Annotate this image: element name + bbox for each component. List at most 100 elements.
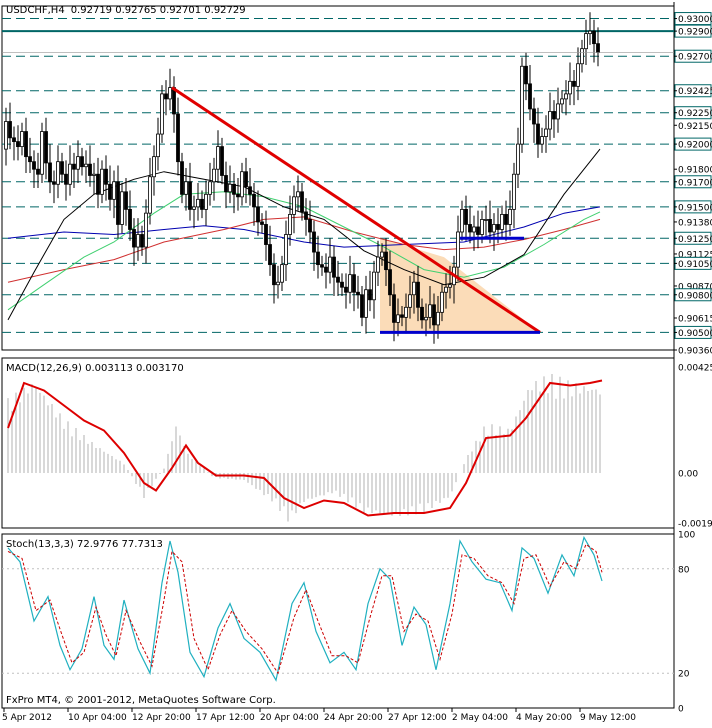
candle — [444, 273, 448, 309]
price-tick-label: 0.92000 — [678, 141, 712, 151]
candle-body — [88, 163, 92, 176]
candle — [28, 137, 32, 173]
candle-body — [556, 103, 560, 120]
price-panel[interactable]: 0.93000 0.92900 0.92700 0.92425 0.92250 0.921… — [2, 12, 712, 357]
candle — [372, 260, 376, 319]
candle-body — [364, 289, 368, 318]
candle-body — [184, 181, 188, 195]
candle — [552, 100, 556, 138]
descending-trend-line[interactable] — [171, 86, 541, 334]
candle-body — [52, 181, 56, 185]
candle-body — [144, 212, 148, 248]
candle — [32, 150, 36, 189]
candle-body — [496, 224, 500, 230]
candle — [556, 87, 560, 133]
moving-average-black — [7, 148, 601, 321]
candle-body — [432, 304, 436, 326]
candle — [380, 243, 384, 266]
candle — [236, 178, 240, 211]
price-tick-label: 0.92250 — [678, 109, 712, 119]
candle-body — [352, 274, 356, 293]
ohlc-values: 0.92719 0.92765 0.92701 0.92729 — [71, 5, 246, 16]
candle — [36, 152, 40, 189]
candle-body — [168, 87, 172, 100]
candle — [580, 39, 584, 73]
candle-body — [576, 63, 580, 87]
candle-body — [396, 314, 400, 323]
macd-panel[interactable]: 0.00425 0.00 -0.00199 — [7, 363, 712, 529]
candle — [276, 265, 280, 299]
candle-body — [492, 224, 496, 233]
candle-body — [336, 276, 340, 283]
price-tick-label: 0.91500 — [678, 203, 712, 213]
candle — [148, 157, 152, 225]
candle — [544, 115, 548, 153]
candle-body — [436, 311, 440, 326]
candle — [80, 147, 84, 176]
stochastic-tick-label: 100 — [678, 531, 695, 541]
candle — [220, 137, 224, 185]
candle-body — [120, 191, 124, 225]
candle-body — [544, 128, 548, 137]
candle — [84, 150, 88, 184]
candle-body — [524, 65, 528, 85]
time-tick-label: 10 Apr 04:00 — [68, 713, 127, 723]
candle — [540, 127, 544, 153]
candle — [360, 285, 364, 327]
candle — [504, 200, 508, 241]
candle-body — [36, 168, 40, 175]
candle — [252, 183, 256, 226]
candle — [420, 298, 424, 329]
candle — [536, 107, 540, 158]
time-tick-label: 12 Apr 20:00 — [132, 713, 191, 723]
candle-body — [104, 168, 108, 185]
candle-body — [272, 264, 276, 286]
candle-body — [380, 251, 384, 258]
candle-body — [60, 161, 64, 175]
stochastic-panel[interactable]: 100 80 20 0 — [2, 531, 695, 715]
candle-body — [8, 121, 12, 139]
candle — [8, 102, 12, 150]
candle-body — [516, 143, 520, 175]
candle-body — [280, 264, 284, 283]
candle — [472, 215, 476, 251]
candle — [20, 122, 24, 156]
price-tick-label: 0.90800 — [678, 291, 712, 301]
candle — [524, 52, 528, 101]
candle — [592, 19, 596, 63]
price-tick-label: 0.90500 — [678, 329, 712, 339]
price-tick-label: 0.90870 — [678, 282, 712, 292]
candle — [56, 145, 60, 199]
candle — [232, 172, 236, 214]
candle — [532, 97, 536, 143]
candle — [16, 125, 20, 161]
candle-body — [572, 80, 576, 87]
candle-body — [468, 224, 472, 233]
candle-body — [308, 219, 312, 233]
candle-body — [476, 226, 480, 235]
candle — [156, 117, 160, 171]
candle-body — [504, 214, 508, 225]
symbol-header: USDCHF,H4 0.92719 0.92765 0.92701 0.92729 — [6, 5, 246, 16]
candle — [116, 165, 120, 239]
price-tick-label: 0.92150 — [678, 122, 712, 132]
candle-body — [404, 306, 408, 318]
candle-body — [208, 181, 212, 195]
candle — [404, 293, 408, 334]
candle — [176, 97, 180, 176]
candle-body — [388, 269, 392, 296]
candle-body — [252, 193, 256, 208]
candle — [304, 198, 308, 236]
candle — [508, 190, 512, 236]
candle-body — [248, 186, 252, 195]
candle — [484, 205, 488, 236]
candle — [40, 122, 44, 184]
candle-body — [240, 171, 244, 198]
candle — [576, 47, 580, 101]
candle — [332, 245, 336, 297]
candle-body — [428, 304, 432, 318]
macd-tick-label: 0.00425 — [678, 363, 712, 373]
moving-average-red — [7, 216, 601, 283]
candle — [564, 80, 568, 116]
